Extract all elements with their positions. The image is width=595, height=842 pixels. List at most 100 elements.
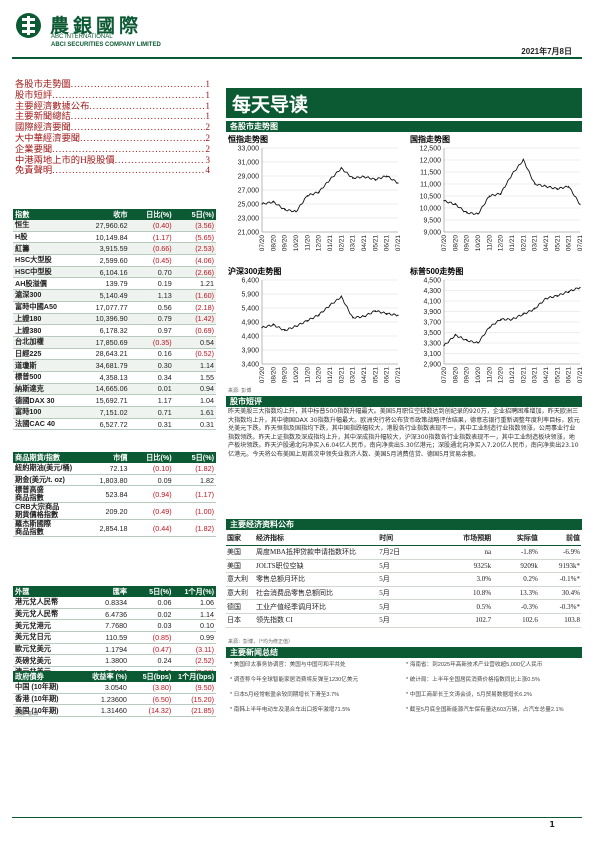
column-header: 前值: [538, 531, 581, 546]
row-label: 美元兌日元: [13, 631, 76, 644]
toc-item[interactable]: 主要新聞總結..................................…: [15, 112, 210, 123]
row-label: 港元兌人民幣: [13, 597, 76, 609]
x-tick-label: 08/20: [270, 367, 277, 384]
column-header: 5日(bps): [128, 671, 174, 682]
y-tick-label: 4,300: [423, 288, 441, 295]
toc-item[interactable]: 中港兩地上市的H股股價.............................…: [15, 156, 210, 167]
data-point: [579, 286, 581, 289]
cell-value: 34,681.79: [75, 359, 130, 372]
x-tick-label: 03/21: [350, 235, 357, 252]
table-row: 紅籌 3,915.59 (0.66) (2.53): [13, 242, 216, 256]
news-item[interactable]: * 日本5月经常帐盈余较同期增长下滑至3.7%: [230, 692, 400, 699]
news-item[interactable]: * 中国工商部长王文涛会谈，5月贸易数据增长6.2%: [406, 692, 576, 699]
toc-leader: ........................................…: [70, 123, 206, 134]
column-header: 政府債券: [13, 671, 75, 682]
data-point: [511, 173, 513, 175]
table-row: 美国 周度MBA抵押贷款申请指数环比 7月2日 na -1.8% -6.9%: [226, 545, 581, 560]
cell-value: (0.44): [129, 519, 174, 538]
x-tick-label: 06/21: [566, 235, 573, 252]
table-header-row: 指數 收市 日比(%) 5日(%): [13, 209, 216, 220]
table-row: 標普高盛 商品指數 523.84 (0.94) (1.17): [13, 485, 216, 504]
cell-value: (0.40): [129, 220, 174, 232]
table-row: 美国 (10年期) 1.31460 (14.32) (21.85): [13, 704, 216, 718]
news-bullet: *: [230, 662, 234, 668]
news-bullet: *: [230, 677, 234, 683]
toc-item[interactable]: 股市短評....................................…: [15, 91, 210, 102]
toc-item-title: 主要經濟數據公布: [15, 101, 90, 112]
series-line: [261, 295, 399, 331]
cell-value: (0.47): [129, 643, 174, 656]
x-tick-label: 06/21: [384, 235, 391, 252]
cell-value: 0.99: [173, 631, 216, 644]
cell-value: 0.54: [173, 336, 216, 349]
row-label: 德國DAX 30: [13, 394, 76, 407]
cell-value: (0.85): [129, 631, 174, 644]
table-header-row: 外匯 匯率 5日(%) 1个月(%): [13, 586, 216, 597]
news-item[interactable]: * 美国印太事务协调官：美国与中国可和平共处: [230, 662, 400, 669]
toc-item-page: 2: [205, 123, 210, 134]
cell-value: (15.20): [173, 693, 216, 706]
news-item[interactable]: * 截至5月底全国新能源汽车保有量达603万辆，占汽车总量2.1%: [406, 707, 576, 714]
news-text: 南韩上半年电动车及混合车出口按年激增71.5%: [233, 707, 351, 713]
news-bullet: *: [406, 707, 410, 713]
row-label: 法國CAC 40: [13, 418, 76, 431]
x-tick-label: 01/21: [509, 235, 516, 252]
table-row: 德國DAX 30 15,692.71 1.17 1.04: [13, 394, 216, 407]
cell-value: 1.04: [173, 394, 216, 407]
x-tick-label: 07/21: [395, 367, 402, 384]
column-header: 收益率 (%): [74, 671, 129, 682]
news-text: 调查称今年全球智能家居消费将反弹至1230亿美元: [233, 677, 359, 683]
data-point: [443, 200, 445, 202]
cell-value: (0.52): [173, 348, 216, 361]
y-tick-label: 3,100: [423, 351, 441, 358]
news-bullet: *: [230, 707, 234, 713]
x-tick-label: 05/21: [372, 235, 379, 252]
y-tick-label: 11,000: [420, 182, 441, 189]
cell-value: 0.2%: [492, 572, 539, 587]
data-point: [261, 203, 263, 205]
toc-item[interactable]: 大中華經濟要聞.................................…: [15, 134, 210, 145]
news-item[interactable]: * 统计局：上半年全国居民消费价格指数同比上涨0.5%: [406, 677, 576, 684]
news-right-column: * 海南省：到2025年高新技术产业营收超5,000亿人民币 * 统计局：上半年全…: [406, 662, 576, 722]
x-tick-label: 01/21: [327, 367, 334, 384]
y-tick-label: 6,400: [241, 278, 259, 285]
y-tick-label: 11,500: [420, 170, 441, 177]
cell-value: 1.82: [173, 474, 216, 487]
column-header: 实际值: [492, 531, 539, 546]
y-tick-label: 29,000: [238, 174, 260, 181]
cell-value: 17,077.77: [75, 301, 130, 314]
cell-value: -1.8%: [492, 545, 539, 560]
news-text: 中国工商部长王文涛会谈，5月贸易数据增长6.2%: [409, 692, 532, 698]
toc-item[interactable]: 企業要聞....................................…: [15, 145, 210, 156]
toc-item[interactable]: 國際經濟要聞..................................…: [15, 123, 210, 134]
toc-item[interactable]: 免責聲明....................................…: [15, 166, 210, 177]
news-text: 统计局：上半年全国居民消费价格指数同比上涨0.5%: [409, 677, 540, 683]
table-row: 富時中國A50 17,077.77 0.56 (2.18): [13, 301, 216, 314]
x-tick-label: 05/21: [372, 367, 379, 384]
data-point: [397, 182, 399, 184]
cell-value: 6,178.32: [75, 324, 130, 337]
news-item[interactable]: * 调查称今年全球智能家居消费将反弹至1230亿美元: [230, 677, 400, 684]
cell-value: 15,692.71: [75, 394, 130, 407]
data-point: [545, 297, 547, 299]
cell-value: (1.00): [173, 502, 216, 521]
data-point: [500, 318, 502, 320]
cell-value: -0.3%: [492, 599, 539, 614]
cell-value: 0.09: [129, 474, 174, 487]
news-bullet: *: [406, 677, 410, 683]
cell-value: (3.80): [128, 682, 174, 694]
cell-value: 0.5%: [428, 599, 493, 614]
data-point: [261, 327, 263, 329]
table-row: 恒生 27,960.62 (0.40) (3.56): [13, 220, 216, 232]
news-item[interactable]: * 南韩上半年电动车及混合车出口按年激增71.5%: [230, 707, 400, 714]
cell-value: 0.8334: [75, 597, 130, 609]
cell-value: (2.66): [173, 266, 216, 279]
news-item[interactable]: * 海南省：到2025年高新技术产业营收超5,000亿人民币: [406, 662, 576, 669]
toc-item[interactable]: 各股市走勢圖..................................…: [15, 80, 210, 91]
news-bullet: *: [406, 692, 410, 698]
toc-item[interactable]: 主要經濟數據公布................................…: [15, 102, 210, 113]
toc-item-title: 股市短評: [15, 90, 53, 101]
cell-value: 德国: [226, 599, 256, 614]
y-tick-label: 12,500: [420, 146, 442, 153]
x-tick-label: 05/21: [554, 235, 561, 252]
